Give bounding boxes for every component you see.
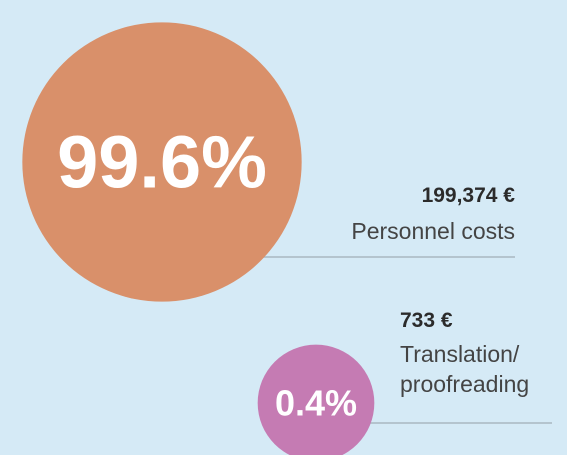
bubble [22,22,302,302]
category-label: Personnel costs [351,218,515,244]
bubble [257,344,375,455]
category-label: Translation/ proofreading [400,341,530,397]
percent-label: 99.6% [57,121,267,204]
amount-label: 733 € [400,309,453,332]
percent-label: 0.4% [275,383,357,424]
amount-label: 199,374 € [421,184,515,207]
